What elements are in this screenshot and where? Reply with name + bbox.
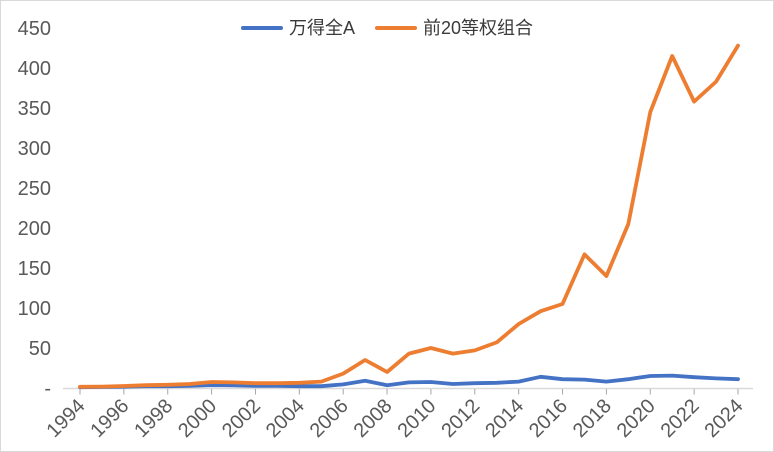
x-axis-tick-label: 2010 (393, 395, 440, 442)
series-line-top20-equal-weight (78, 43, 740, 389)
x-axis-tick-label: 2006 (306, 395, 353, 442)
x-axis-tick-label: 2018 (569, 395, 616, 442)
y-axis-tick-label: 250 (18, 178, 51, 200)
y-axis-tick-label: 350 (18, 98, 51, 120)
x-axis-tick-label: 2012 (437, 395, 484, 442)
x-axis-tick-label: 2024 (701, 395, 748, 442)
x-axis-tick-label: 2004 (262, 395, 309, 442)
y-axis-tick-label: 300 (18, 138, 51, 160)
x-axis-tick-label: 2014 (481, 395, 528, 442)
x-axis-tick-label: 2002 (218, 395, 265, 442)
x-axis-tick-label: 2016 (525, 395, 572, 442)
y-axis-tick-label: 200 (18, 218, 51, 240)
y-axis-tick-label: 450 (18, 18, 51, 40)
x-axis-tick-label: 1994 (43, 395, 90, 442)
x-axis-tick-label: 1996 (86, 395, 133, 442)
y-axis-tick-label: 100 (18, 298, 51, 320)
x-axis-tick-label: 2000 (174, 395, 221, 442)
y-axis-tick-label: - (44, 378, 51, 400)
x-axis-tick-label: 1998 (130, 395, 177, 442)
y-axis-tick-label: 50 (29, 338, 51, 360)
x-axis-tick-label: 2020 (613, 395, 660, 442)
x-axis-tick-label: 2008 (350, 395, 397, 442)
y-axis-tick-label: 150 (18, 258, 51, 280)
y-axis-tick-label: 400 (18, 58, 51, 80)
x-axis-tick-label: 2022 (657, 395, 704, 442)
